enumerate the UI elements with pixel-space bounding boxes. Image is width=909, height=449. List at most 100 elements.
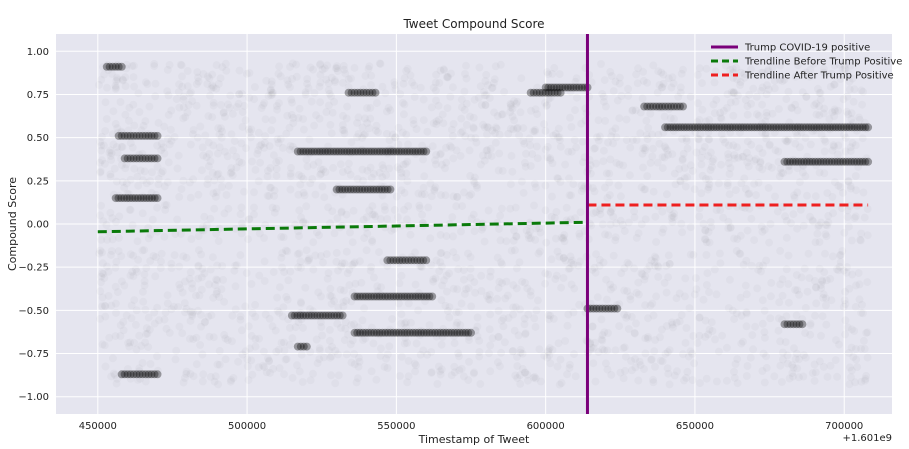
scatter-point (390, 78, 398, 86)
scatter-point (520, 140, 528, 148)
scatter-point (753, 110, 761, 118)
scatter-point (486, 342, 494, 350)
scatter-point (383, 292, 392, 301)
scatter-point (299, 342, 308, 351)
scatter-point (676, 177, 684, 185)
scatter-point (326, 147, 335, 156)
scatter-point (812, 368, 820, 376)
scatter-point (828, 123, 837, 132)
scatter-point (228, 337, 236, 345)
scatter-point (844, 110, 852, 118)
scatter-point (818, 123, 827, 132)
scatter-point (781, 212, 789, 220)
scatter-point (711, 335, 719, 343)
scatter-point (132, 370, 141, 379)
scatter-point (97, 273, 105, 281)
scatter-point (222, 67, 230, 75)
scatter-point (790, 344, 798, 352)
scatter-point (428, 103, 436, 111)
scatter-point (702, 227, 710, 235)
scatter-point (550, 88, 559, 97)
scatter-point (351, 360, 359, 368)
scatter-point (743, 290, 751, 298)
scatter-point (436, 367, 444, 375)
scatter-point (437, 67, 445, 75)
scatter-point (466, 113, 474, 121)
scatter-point (301, 284, 309, 292)
scatter-point (304, 147, 313, 156)
scatter-point (318, 147, 327, 156)
scatter-point (293, 147, 302, 156)
scatter-point (198, 265, 206, 273)
scatter-point (678, 135, 686, 143)
scatter-point (347, 88, 356, 97)
scatter-point (776, 165, 784, 173)
scatter-point (568, 281, 576, 289)
scatter-point (725, 159, 733, 167)
scatter-point (322, 108, 330, 116)
scatter-point (112, 309, 120, 317)
scatter-point (753, 123, 762, 132)
scatter-point (373, 122, 381, 130)
scatter-point (328, 129, 336, 137)
scatter-point (192, 334, 200, 342)
scatter-point (128, 314, 136, 322)
scatter-point (289, 119, 297, 127)
scatter-point (679, 350, 687, 358)
scatter-point (776, 247, 784, 255)
scatter-point (235, 90, 243, 98)
scatter-point (444, 328, 453, 337)
scatter-point (352, 185, 361, 194)
scatter-point (351, 147, 360, 156)
y-tick-label: −0.50 (18, 306, 49, 317)
scatter-point (721, 139, 729, 147)
scatter-point (236, 251, 244, 259)
scatter-point (599, 220, 607, 228)
scatter-point (543, 354, 551, 362)
scatter-point (847, 182, 855, 190)
scatter-point (428, 192, 436, 200)
scatter-point (495, 284, 503, 292)
scatter-point (677, 220, 685, 228)
scatter-point (712, 96, 720, 104)
scatter-point (820, 105, 828, 113)
scatter-point (512, 303, 520, 311)
scatter-point (295, 206, 303, 214)
scatter-point (150, 194, 159, 203)
scatter-point (316, 311, 325, 320)
scatter-point (644, 124, 652, 132)
scatter-point (407, 256, 416, 265)
scatter-point (319, 259, 327, 267)
scatter-point (827, 296, 835, 304)
scatter-point (541, 280, 549, 288)
scatter-point (316, 71, 324, 79)
scatter-point (470, 368, 478, 376)
scatter-point (628, 313, 636, 321)
trendline (97, 220, 588, 234)
scatter-point (601, 76, 609, 84)
scatter-point (608, 128, 616, 136)
scatter-point (604, 231, 612, 239)
scatter-point (569, 83, 578, 92)
scatter-point (426, 234, 434, 242)
scatter-point (295, 318, 303, 326)
scatter-point (370, 328, 378, 337)
scatter-point (728, 123, 737, 132)
scatter-point (588, 266, 596, 274)
scatter-point (368, 236, 376, 244)
scatter-point (789, 210, 797, 218)
scatter-point (761, 307, 769, 315)
scatter-point (590, 145, 598, 153)
scatter-point (344, 88, 353, 97)
scatter-point (397, 147, 406, 156)
scatter-point (367, 72, 375, 80)
scatter-point (782, 338, 790, 346)
scatter-point (765, 239, 773, 247)
scatter-point (339, 112, 347, 120)
scatter-point (743, 372, 751, 380)
scatter-point (624, 92, 632, 100)
scatter-point (466, 146, 474, 154)
scatter-point (141, 339, 149, 347)
scatter-point (676, 317, 684, 325)
scatter-point (659, 153, 667, 161)
